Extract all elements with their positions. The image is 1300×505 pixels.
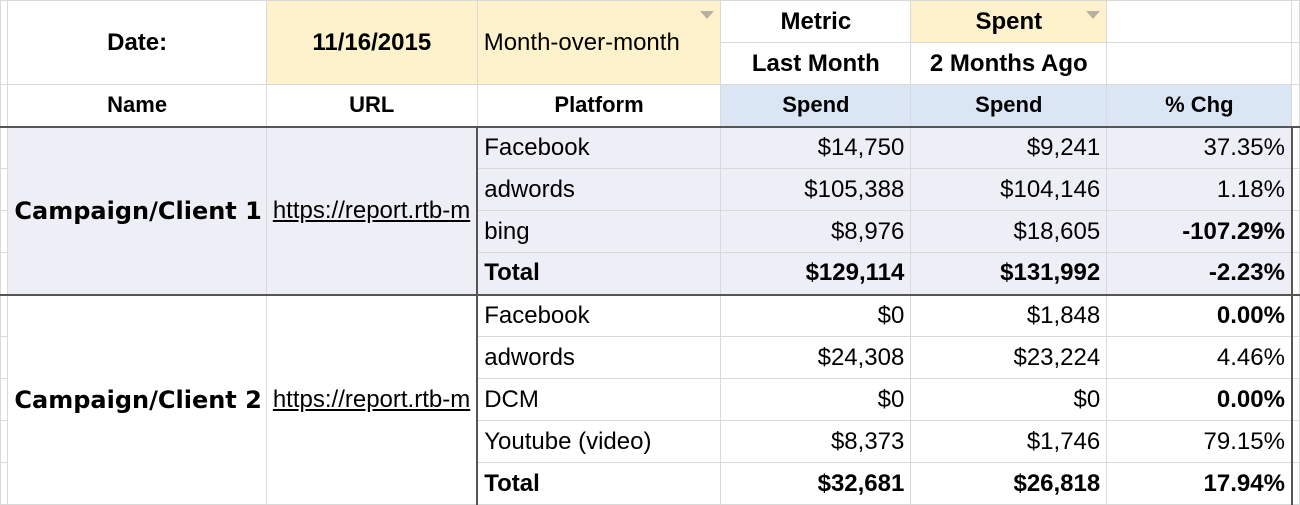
campaign-url-link[interactable]: https://report.rtb-m xyxy=(265,125,478,295)
pct-change-cell[interactable]: 37.35% xyxy=(1106,125,1293,169)
platform-cell[interactable]: adwords xyxy=(476,336,722,379)
row-gutter xyxy=(0,168,9,211)
table-row: adwords $24,308 $23,224 4.46% xyxy=(0,336,1300,379)
column-header-pct-change: % Chg xyxy=(1106,84,1293,127)
spend-last-cell[interactable]: $8,373 xyxy=(720,420,912,463)
table-row: bing $8,976 $18,605 -107.29% xyxy=(0,210,1300,253)
platform-cell[interactable]: DCM xyxy=(476,378,722,421)
spend-prev-cell[interactable]: $131,992 xyxy=(910,252,1108,296)
spend-last-cell[interactable]: $32,681 xyxy=(720,462,912,505)
pct-change-cell[interactable]: -107.29% xyxy=(1106,210,1293,253)
spend-prev-cell[interactable]: $26,818 xyxy=(910,462,1108,505)
row-gutter xyxy=(0,210,9,253)
empty-cell[interactable] xyxy=(1106,0,1293,43)
column-header-spend-prev: Spend xyxy=(910,84,1108,127)
comparison-dropdown-value: Month-over-month xyxy=(483,28,680,56)
column-header-spend-last: Spend xyxy=(720,84,912,127)
comparison-dropdown[interactable]: Month-over-month xyxy=(476,0,722,85)
spend-prev-cell[interactable]: $0 xyxy=(910,378,1108,421)
column-header-platform: Platform xyxy=(476,84,722,127)
right-gutter xyxy=(1291,42,1300,85)
pct-change-cell[interactable]: 0.00% xyxy=(1106,378,1293,421)
right-gutter xyxy=(1291,462,1300,505)
spend-last-cell[interactable]: $129,114 xyxy=(720,252,912,296)
right-gutter xyxy=(1291,420,1300,463)
platform-cell[interactable]: Youtube (video) xyxy=(476,420,722,463)
table-row-total: Total $129,114 $131,992 -2.23% xyxy=(0,252,1300,296)
right-gutter xyxy=(1291,0,1300,43)
platform-cell[interactable]: Total xyxy=(476,462,722,505)
row-gutter xyxy=(0,84,9,127)
spend-last-cell[interactable]: $8,976 xyxy=(720,210,912,253)
platform-cell[interactable]: bing xyxy=(476,210,722,253)
row-gutter xyxy=(0,336,9,379)
spend-prev-cell[interactable]: $104,146 xyxy=(910,168,1108,211)
spend-last-cell[interactable]: $0 xyxy=(720,293,912,337)
date-label: Date: xyxy=(7,0,267,85)
right-gutter xyxy=(1291,378,1300,421)
spend-prev-cell[interactable]: $1,848 xyxy=(910,293,1108,337)
last-month-label: Last Month xyxy=(720,42,912,85)
dropdown-arrow-icon[interactable] xyxy=(1086,11,1101,19)
empty-cell[interactable] xyxy=(1106,42,1293,85)
campaign-url-link[interactable]: https://report.rtb-m xyxy=(265,293,478,505)
spend-prev-cell[interactable]: $9,241 xyxy=(910,125,1108,169)
pct-change-cell[interactable]: 0.00% xyxy=(1106,293,1293,337)
header-row-1: Date: 11/16/2015 Month-over-month Metric… xyxy=(0,0,1300,85)
column-header-url: URL xyxy=(265,84,478,127)
right-gutter xyxy=(1291,84,1300,127)
platform-cell[interactable]: adwords xyxy=(476,168,722,211)
row-gutter xyxy=(0,0,9,85)
table-row: Campaign/Client 2 https://report.rtb-m F… xyxy=(0,293,1300,505)
pct-change-cell[interactable]: 17.94% xyxy=(1106,462,1293,505)
spend-last-cell[interactable]: $24,308 xyxy=(720,336,912,379)
table-row: Youtube (video) $8,373 $1,746 79.15% xyxy=(0,420,1300,463)
row-gutter xyxy=(0,378,9,421)
right-gutter xyxy=(1291,293,1300,337)
pct-change-cell[interactable]: 1.18% xyxy=(1106,168,1293,211)
spend-last-cell[interactable]: $0 xyxy=(720,378,912,421)
row-gutter xyxy=(0,462,9,505)
pct-change-cell[interactable]: -2.23% xyxy=(1106,252,1293,296)
metric-dropdown-value: Spent xyxy=(975,7,1043,35)
pct-change-cell[interactable]: 79.15% xyxy=(1106,420,1293,463)
spend-prev-cell[interactable]: $1,746 xyxy=(910,420,1108,463)
platform-cell[interactable]: Facebook xyxy=(476,125,722,169)
campaign-name[interactable]: Campaign/Client 2 xyxy=(7,293,267,505)
table-row: DCM $0 $0 0.00% xyxy=(0,378,1300,421)
pct-change-cell[interactable]: 4.46% xyxy=(1106,336,1293,379)
campaign-name[interactable]: Campaign/Client 1 xyxy=(7,125,267,295)
row-gutter xyxy=(0,252,9,295)
column-header-row: Name URL Platform Spend Spend % Chg xyxy=(0,84,1300,127)
right-gutter xyxy=(1291,336,1300,379)
right-gutter xyxy=(1291,168,1300,211)
right-gutter xyxy=(1291,125,1300,169)
right-gutter xyxy=(1291,252,1300,295)
column-header-name: Name xyxy=(7,84,267,127)
table-row: Campaign/Client 1 https://report.rtb-m F… xyxy=(0,125,1300,295)
spend-prev-cell[interactable]: $23,224 xyxy=(910,336,1108,379)
header-row-2: Last Month 2 Months Ago xyxy=(1,42,1300,85)
platform-cell[interactable]: Facebook xyxy=(476,293,722,337)
row-gutter xyxy=(0,125,9,169)
date-value-cell[interactable]: 11/16/2015 xyxy=(265,0,478,85)
metric-label: Metric xyxy=(720,0,912,43)
two-months-ago-label: 2 Months Ago xyxy=(910,42,1108,85)
table-row: adwords $105,388 $104,146 1.18% xyxy=(0,168,1300,211)
dropdown-arrow-icon[interactable] xyxy=(700,11,715,19)
platform-cell[interactable]: Total xyxy=(476,252,722,296)
metric-dropdown[interactable]: Spent xyxy=(910,0,1108,43)
spend-prev-cell[interactable]: $18,605 xyxy=(910,210,1108,253)
row-gutter xyxy=(0,293,9,337)
spend-last-cell[interactable]: $105,388 xyxy=(720,168,912,211)
row-gutter xyxy=(0,420,9,463)
spend-last-cell[interactable]: $14,750 xyxy=(720,125,912,169)
right-gutter xyxy=(1291,210,1300,253)
